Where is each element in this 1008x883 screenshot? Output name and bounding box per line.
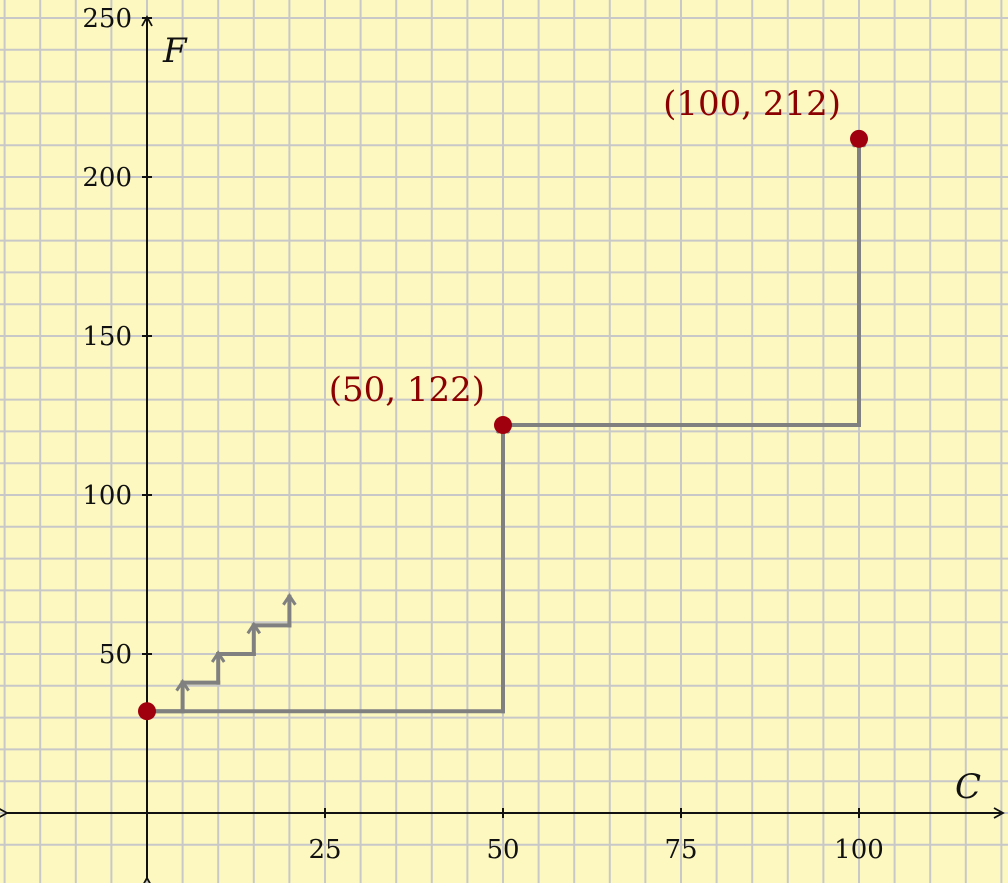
- data-point: [850, 129, 868, 148]
- y-tick-label: 200: [82, 163, 132, 193]
- x-tick-label: 75: [664, 835, 697, 865]
- data-paths: [145, 135, 867, 714]
- x-axis-label: C: [955, 767, 981, 807]
- data-point: [494, 416, 512, 435]
- axes: [0, 15, 1005, 883]
- x-tick-label: 25: [308, 835, 341, 865]
- x-tick-label: 50: [486, 835, 519, 865]
- y-tick-label: 50: [99, 640, 132, 670]
- data-point-label: (50, 122): [329, 370, 485, 410]
- y-axis-label: F: [162, 31, 188, 71]
- y-tick-label: 250: [82, 4, 132, 34]
- y-tick-label: 100: [82, 481, 132, 511]
- x-tick-label: 100: [834, 835, 884, 865]
- data-points: (50, 122) (100, 212): [138, 84, 868, 721]
- tick-labels: 25 50 75 100 50 100 150 200 250: [82, 4, 883, 865]
- data-point-label: (100, 212): [663, 84, 841, 124]
- y-tick-label: 150: [82, 322, 132, 352]
- data-point: [138, 702, 156, 721]
